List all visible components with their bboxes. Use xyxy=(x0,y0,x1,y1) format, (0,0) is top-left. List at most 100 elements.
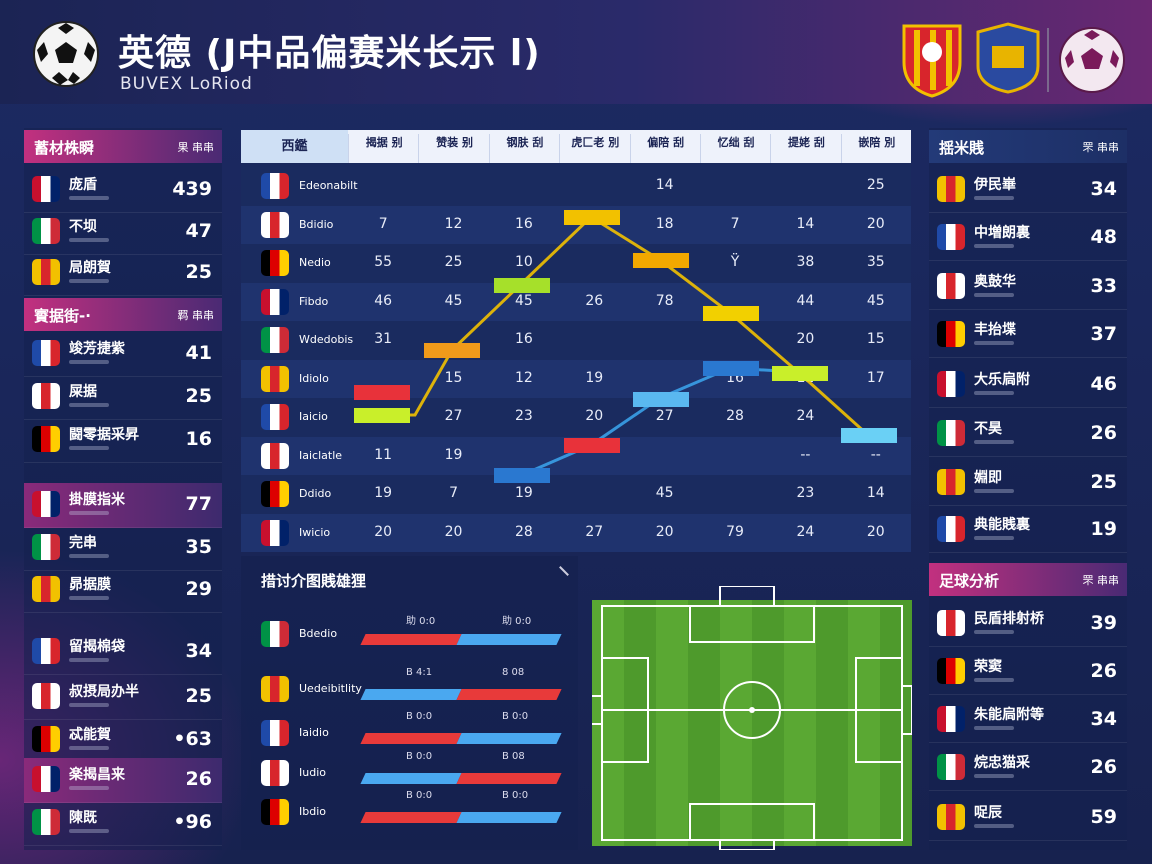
table-cell: 19 xyxy=(515,485,533,501)
match-label: B 08 xyxy=(502,751,525,762)
list-row: 婣即 25 xyxy=(929,461,1127,506)
flag-icon xyxy=(32,809,60,835)
match-team: Bdedio xyxy=(299,627,338,640)
pitch xyxy=(592,586,912,850)
section-title: 揺米賎 xyxy=(939,139,985,157)
row-subtext xyxy=(69,360,109,364)
table-row xyxy=(241,321,911,360)
row-name: 闘零据采昇 xyxy=(69,427,139,443)
row-value: 37 xyxy=(1090,323,1117,345)
table-cell: 12 xyxy=(515,369,533,386)
row-subtext xyxy=(974,678,1014,682)
column-header: 赞装 别 xyxy=(418,134,489,163)
flag-icon xyxy=(261,676,289,702)
row-subtext xyxy=(69,403,109,407)
row-subtext xyxy=(69,786,109,790)
flag-icon xyxy=(261,211,289,238)
list-row: 留揭棉袋 34 xyxy=(24,630,222,675)
list-row: 不坝 47 xyxy=(24,210,222,255)
flag-icon xyxy=(32,534,60,560)
row-subtext xyxy=(974,440,1014,444)
row-value: •63 xyxy=(173,728,212,750)
flag-icon xyxy=(32,576,60,602)
table-cell: 45 xyxy=(444,292,463,309)
row-subtext xyxy=(69,829,109,833)
table-cell: 27 xyxy=(655,408,674,424)
flag-icon xyxy=(32,383,60,409)
row-name: 叔摂局办半 xyxy=(69,684,139,700)
section-header: 足球分析 罘 串串 xyxy=(929,563,1127,596)
table-cell: 35 xyxy=(866,254,885,270)
list-row: 哫辰 59 xyxy=(929,796,1127,841)
flag-icon xyxy=(937,469,965,495)
table-cell: 19 xyxy=(585,369,604,386)
list-row: 典能賎裏 19 xyxy=(929,508,1127,553)
table-cell: 20 xyxy=(866,215,885,232)
list-row: 掛膜指米 77 xyxy=(24,483,222,528)
flag-icon xyxy=(261,327,289,353)
table-cell: 45 xyxy=(515,292,533,309)
row-value: •96 xyxy=(173,811,212,833)
ball-logo xyxy=(33,21,99,87)
row-name: 留揭棉袋 xyxy=(69,639,125,655)
row-value: 47 xyxy=(185,220,212,242)
row-subtext xyxy=(69,238,109,242)
table-cell: 16 xyxy=(515,215,533,232)
flag-icon xyxy=(32,340,60,366)
row-subtext xyxy=(974,489,1014,493)
table-cell: 38 xyxy=(796,254,815,270)
table-header xyxy=(241,130,911,163)
match-team: Iudio xyxy=(299,766,326,779)
table-cell: 7 xyxy=(378,215,388,232)
match-label: B 0:0 xyxy=(406,751,433,762)
flag-icon xyxy=(937,804,965,830)
table-cell: 20 xyxy=(444,523,463,540)
row-value: 29 xyxy=(185,578,212,600)
table-cell: 15 xyxy=(866,331,885,347)
row-name: 不昊 xyxy=(974,421,1002,437)
flag-icon xyxy=(937,658,965,684)
list-row: 陳既 •96 xyxy=(24,801,222,846)
match-label: B 0:0 xyxy=(406,711,433,722)
left-panel: 蓄材株瞬 果 串串 庞盾 439 不坝 47 局朗賀 25 賨据街-· 羁 串串 竣芳捷紫 41 屎据 2… xyxy=(24,128,222,850)
table-cell: 14 xyxy=(796,215,815,232)
list-row: 烷忠猫采 26 xyxy=(929,746,1127,791)
table-row xyxy=(241,244,911,283)
flag-icon xyxy=(937,371,965,397)
flag-icon xyxy=(261,173,289,199)
flag-icon xyxy=(261,799,289,825)
flag-icon xyxy=(937,706,965,732)
flag-icon xyxy=(32,726,60,752)
row-name: 掛膜指米 xyxy=(69,492,125,508)
table-cell: 55 xyxy=(374,254,393,270)
flag-icon xyxy=(261,519,289,546)
match-bar-home xyxy=(360,689,462,700)
flag-icon xyxy=(261,760,289,786)
table-cell: 7 xyxy=(449,485,459,501)
team-name: Bdidio xyxy=(299,217,334,231)
table-cell: 20 xyxy=(866,523,885,540)
list-row: 中増朗裏 48 xyxy=(929,216,1127,261)
right-panel: 揺米賎罘 串串 伊民崋 34 中増朗裏 48 奥鼓华 33 丰抬堞 37 大乐扃附 46 不昊 26 婣即… xyxy=(929,128,1127,850)
table-cell: 19 xyxy=(444,446,463,463)
flag-icon xyxy=(261,720,289,746)
row-name: 丰抬堞 xyxy=(974,322,1016,338)
row-value: 439 xyxy=(172,178,212,200)
table-cell: 11 xyxy=(374,446,393,463)
flag-icon xyxy=(937,224,965,250)
row-name: 典能賎裏 xyxy=(974,517,1030,533)
table-cell: 20 xyxy=(796,331,815,347)
table-cell: 44 xyxy=(796,292,815,309)
table-row xyxy=(241,475,911,514)
table-cell: 24 xyxy=(796,523,815,540)
close-icon xyxy=(559,566,569,576)
list-row: 荣窦 26 xyxy=(929,650,1127,695)
row-name: 竣芳捷紫 xyxy=(69,341,125,357)
flag-icon xyxy=(261,365,289,392)
list-row: 民盾排射桥 39 xyxy=(929,602,1127,647)
row-name: 庞盾 xyxy=(69,177,97,193)
column-header: 偏陪 刮 xyxy=(629,134,701,163)
row-name: 大乐扃附 xyxy=(974,372,1030,388)
table-corner: 西鑑 xyxy=(241,130,348,163)
